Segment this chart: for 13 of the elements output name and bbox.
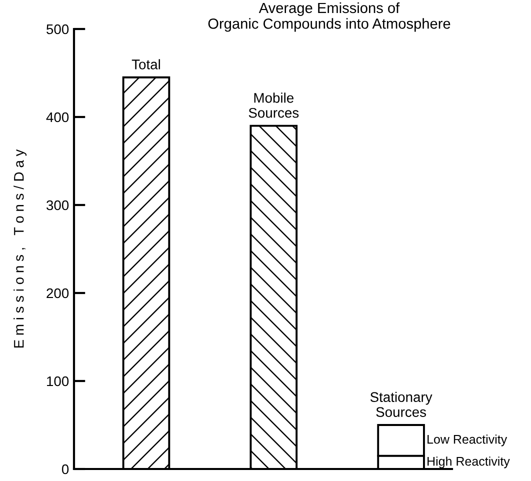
y-tick-label: 0 xyxy=(62,464,69,474)
x-tick-label: Total xyxy=(132,59,160,70)
y-tick-label: 500 xyxy=(46,24,69,34)
chart-title: Average Emissions of Organic Compounds into Atmosphere xyxy=(208,2,450,32)
series-label: High Reactivity xyxy=(428,456,510,468)
y-tick-label: 100 xyxy=(47,376,69,386)
x-tick-label: Stationary Sources xyxy=(370,392,432,417)
y-axis-title: E m i s s i o n s , T o n s / D a y xyxy=(14,149,27,348)
x-tick-label: Mobile Sources xyxy=(248,92,299,118)
y-tick-label: 200 xyxy=(46,288,69,298)
series-label: Low Reactivity xyxy=(428,434,508,446)
y-tick-label: 400 xyxy=(46,112,69,122)
y-tick-label: 300 xyxy=(46,200,69,210)
